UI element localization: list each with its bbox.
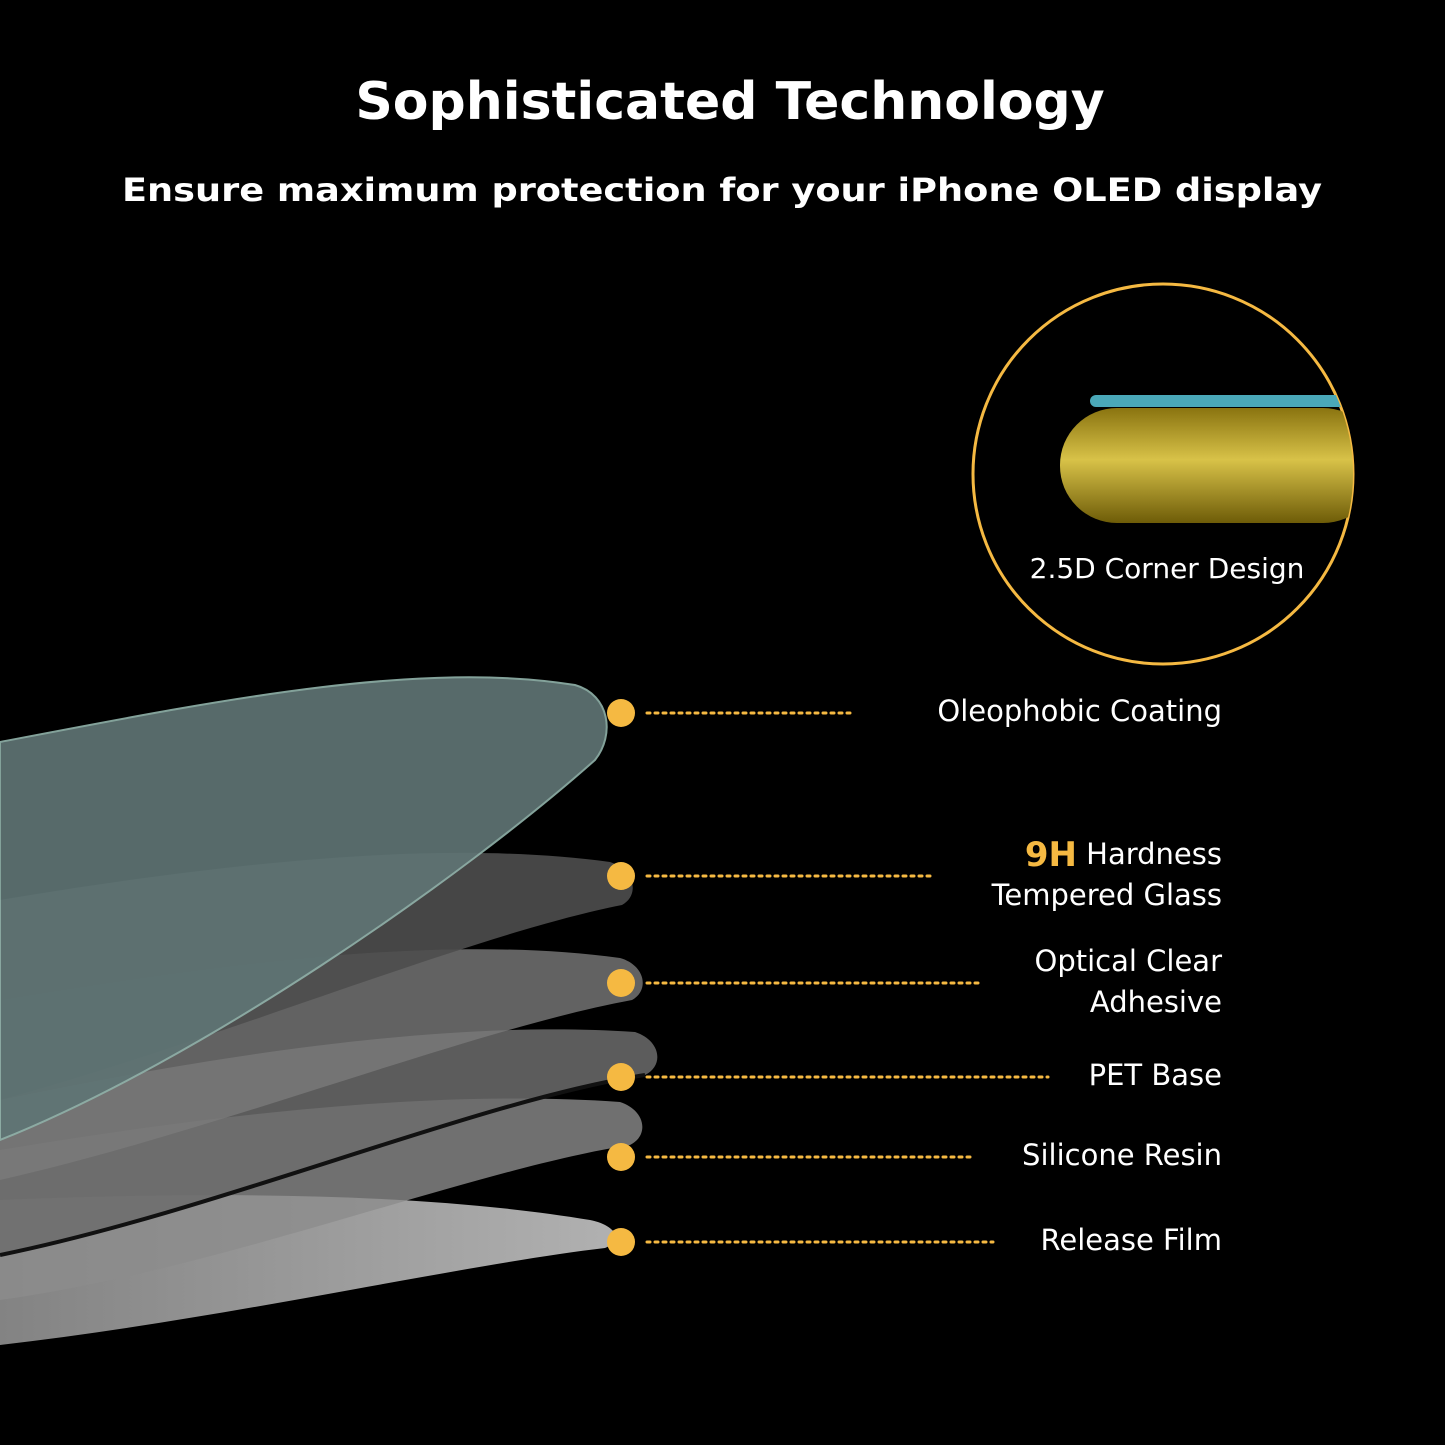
- layer-label: Oleophobic Coating: [937, 694, 1222, 728]
- layer-dot: [607, 1228, 635, 1256]
- layer-dot: [607, 862, 635, 890]
- layer-label: Adhesive: [1090, 985, 1222, 1019]
- label-text: Hardness: [1086, 837, 1222, 871]
- inset: 2.5D Corner Design: [971, 282, 1355, 666]
- layer-label: Release Film: [1041, 1223, 1222, 1257]
- layer-label: 9H Hardness: [1025, 835, 1222, 875]
- layer-label: Optical Clear: [1035, 944, 1223, 978]
- layers-illustration: [0, 676, 658, 1345]
- title: Sophisticated Technology: [355, 72, 1104, 132]
- layer-label: Silicone Resin: [1022, 1138, 1222, 1172]
- layer-dot: [607, 1063, 635, 1091]
- layer-dot: [607, 969, 635, 997]
- inset-label: 2.5D Corner Design: [1030, 552, 1305, 585]
- layer-dot: [607, 699, 635, 727]
- subtitle: Ensure maximum protection for your iPhon…: [122, 171, 1322, 209]
- layer-label: PET Base: [1089, 1058, 1222, 1092]
- layer-dot: [607, 1143, 635, 1171]
- inset-glass: [1060, 408, 1353, 523]
- inset-coating: [1090, 395, 1353, 407]
- label-space: [1077, 837, 1086, 871]
- layer-label: Tempered Glass: [991, 878, 1222, 912]
- highlight: 9H: [1025, 835, 1077, 875]
